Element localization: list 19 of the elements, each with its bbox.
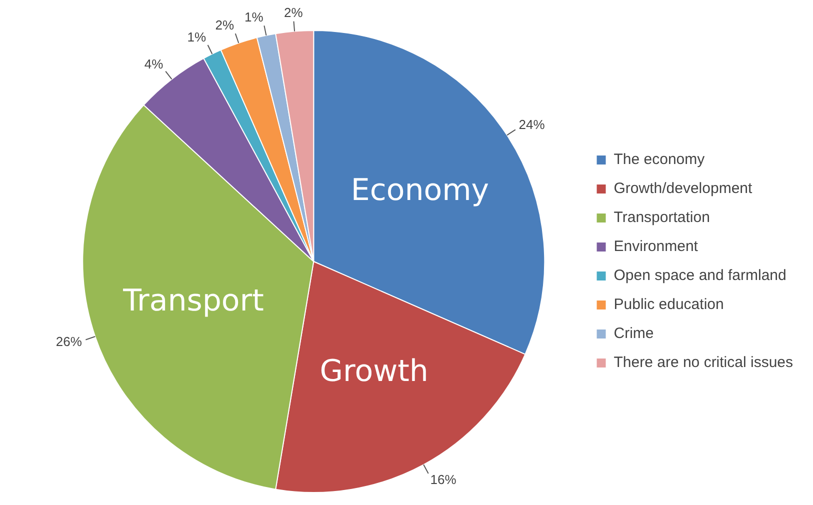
legend-label: Transportation xyxy=(614,209,710,226)
data-label: 26% xyxy=(56,334,82,349)
legend-label: The economy xyxy=(614,151,706,168)
data-label: 2% xyxy=(215,18,235,33)
data-label: 16% xyxy=(430,472,457,488)
data-label: 2% xyxy=(284,4,304,20)
data-label: 1% xyxy=(244,9,264,24)
data-label: 4% xyxy=(144,56,164,72)
data-label: 24% xyxy=(518,116,546,132)
data-label: 1% xyxy=(187,29,206,44)
legend-label: There are no critical issues xyxy=(614,354,794,372)
text: Transport xyxy=(123,284,264,319)
legend-label: Open space and farmland xyxy=(614,267,786,284)
text: Growth xyxy=(320,354,428,390)
legend-label: Growth/development xyxy=(614,180,753,198)
text: Economy xyxy=(350,172,490,208)
legend-label: Public education xyxy=(614,296,724,314)
legend-label: Environment xyxy=(614,238,699,256)
legend-label: Crime xyxy=(614,325,654,342)
